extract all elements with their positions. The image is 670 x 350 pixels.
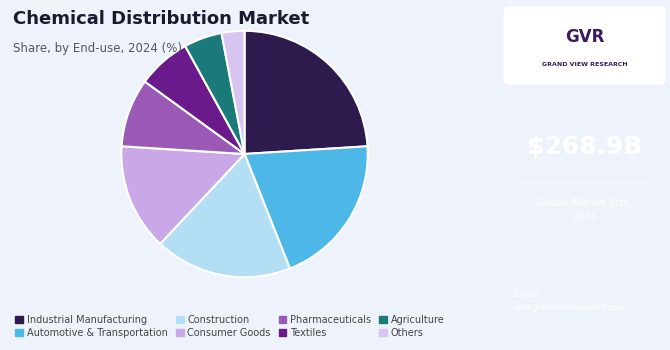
- Wedge shape: [145, 46, 245, 154]
- Wedge shape: [121, 82, 245, 154]
- Wedge shape: [160, 154, 290, 277]
- Text: Global Market Size,
2024: Global Market Size, 2024: [537, 198, 632, 222]
- Wedge shape: [245, 31, 368, 154]
- Wedge shape: [185, 33, 245, 154]
- Wedge shape: [121, 146, 245, 244]
- Wedge shape: [245, 146, 368, 268]
- Wedge shape: [222, 31, 245, 154]
- Text: GVR: GVR: [565, 28, 604, 46]
- Text: Share, by End-use, 2024 (%): Share, by End-use, 2024 (%): [13, 42, 182, 55]
- FancyBboxPatch shape: [505, 7, 665, 84]
- Text: GRAND VIEW RESEARCH: GRAND VIEW RESEARCH: [542, 62, 627, 67]
- Text: Source:
www.grandviewresearch.com: Source: www.grandviewresearch.com: [513, 290, 626, 312]
- Text: Chemical Distribution Market: Chemical Distribution Market: [13, 10, 310, 28]
- Legend: Industrial Manufacturing, Automotive & Transportation, Construction, Consumer Go: Industrial Manufacturing, Automotive & T…: [11, 311, 448, 342]
- Text: $268.9B: $268.9B: [527, 135, 643, 159]
